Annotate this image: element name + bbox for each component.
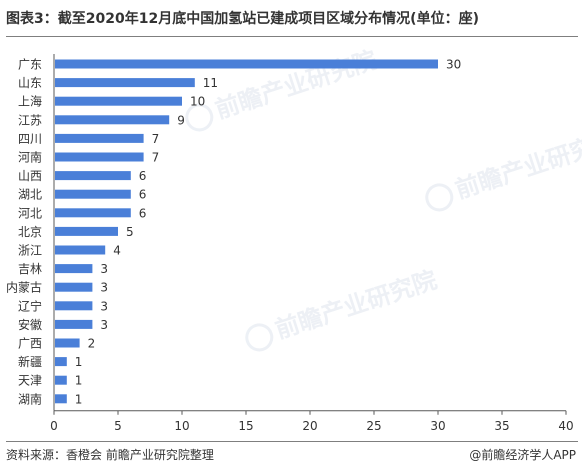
category-label: 北京: [18, 225, 42, 239]
bar: [55, 301, 93, 311]
bar: [55, 226, 118, 236]
category-label: 广西: [18, 337, 42, 351]
data-label: 7: [152, 151, 160, 165]
x-tick-label: 15: [238, 419, 253, 433]
data-label: 3: [100, 262, 108, 276]
category-label: 辽宁: [18, 298, 42, 313]
category-label: 湖北: [18, 187, 42, 202]
bar: [55, 152, 144, 162]
bar: [55, 115, 170, 125]
footer-divider: [6, 441, 578, 442]
category-label: 河南: [18, 150, 42, 165]
chart-title: 图表3：截至2020年12月底中国加氢站已建成项目区域分布情况(单位：座): [6, 11, 479, 27]
category-label: 安徽: [18, 317, 42, 332]
bar: [55, 319, 93, 329]
data-label: 7: [152, 132, 160, 146]
title-divider: [6, 36, 578, 37]
data-label: 3: [100, 318, 108, 332]
x-tick-label: 40: [558, 419, 573, 433]
data-label: 6: [139, 188, 147, 202]
bar: [55, 133, 144, 143]
bar: [55, 189, 131, 199]
category-label: 吉林: [18, 262, 42, 276]
x-tick-label: 30: [430, 419, 445, 433]
data-label: 30: [446, 58, 461, 72]
bar: [55, 338, 80, 348]
category-label: 新疆: [18, 354, 42, 369]
x-tick-label: 20: [302, 419, 317, 433]
bar: [55, 282, 93, 292]
data-label: 3: [100, 299, 108, 313]
data-label: 9: [177, 113, 185, 127]
bar: [55, 375, 67, 385]
x-tick-label: 10: [174, 419, 189, 433]
x-tick-label: 5: [114, 419, 122, 433]
bar: [55, 357, 67, 367]
x-tick-label: 35: [494, 419, 509, 433]
category-label: 四川: [18, 132, 42, 146]
brand-note: @前瞻经济学人APP: [469, 448, 576, 462]
bar: [55, 171, 131, 181]
data-label: 3: [100, 281, 108, 295]
bar: [55, 59, 438, 69]
bar: [55, 245, 106, 255]
data-label: 4: [113, 244, 121, 258]
category-label: 浙江: [18, 244, 42, 258]
category-label: 上海: [18, 94, 42, 109]
data-label: 11: [203, 76, 218, 90]
bar: [55, 78, 195, 88]
category-label: 山西: [18, 169, 42, 183]
data-label: 5: [126, 225, 134, 239]
data-label: 6: [139, 169, 147, 183]
bar: [55, 208, 131, 218]
bar: [55, 264, 93, 274]
data-label: 6: [139, 206, 147, 220]
data-label: 10: [190, 95, 205, 109]
data-label: 2: [88, 337, 96, 351]
category-label: 河北: [18, 206, 42, 220]
data-label: 1: [75, 355, 83, 369]
x-tick-label: 0: [50, 419, 58, 433]
category-label: 山东: [18, 76, 42, 90]
category-label: 广东: [18, 58, 42, 72]
category-label: 天津: [18, 374, 42, 388]
source-note: 资料来源：香橙会 前瞻产业研究院整理: [6, 448, 214, 462]
bar: [55, 394, 67, 404]
category-label: 湖南: [18, 391, 42, 406]
category-label: 江苏: [18, 113, 42, 127]
bar: [55, 96, 182, 106]
category-label: 内蒙古: [6, 280, 42, 295]
x-tick-label: 25: [366, 419, 381, 433]
data-label: 1: [75, 392, 83, 406]
data-label: 1: [75, 374, 83, 388]
